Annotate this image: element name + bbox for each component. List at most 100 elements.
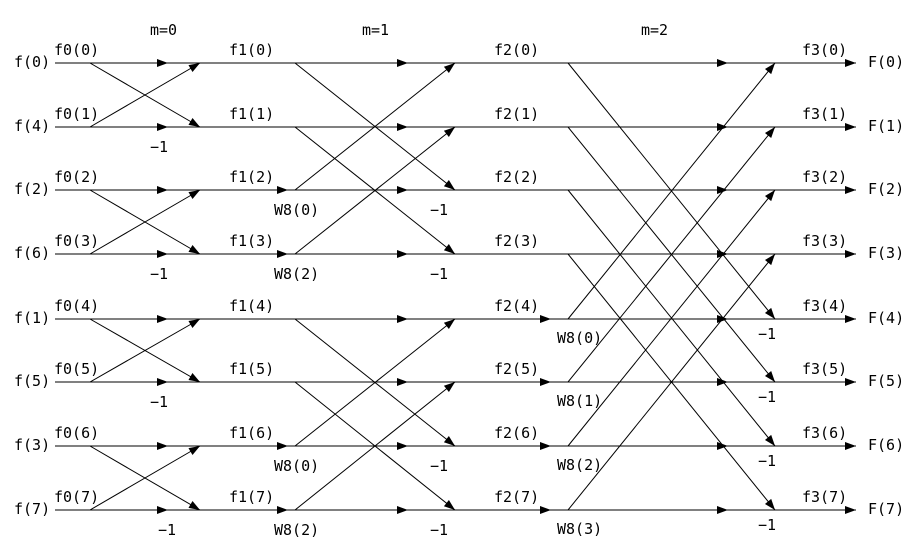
minus-one-label: −1 [758,388,777,406]
arrow-stage0-1 [157,123,168,131]
output-label: F(3) [868,244,905,262]
f1-label: f1(4) [229,297,275,315]
cross-arrow-stage2-2 [764,434,775,446]
arrow-stage1-5 [397,378,408,386]
f3-label: f3(3) [802,232,848,250]
cross-arrow-stage2-3 [764,498,775,510]
arrow-stage2-7 [717,506,728,514]
cross-stage2-4 [567,62,776,320]
arrow-stage2-0 [717,59,728,67]
f3-label: f3(2) [802,168,848,186]
cross-arrow-stage1-5 [443,500,455,510]
cross-arrow-stage1-6 [443,319,455,329]
f1-label: f1(5) [229,360,275,378]
twiddle-label: W8(0) [274,201,320,219]
f3-label: f3(7) [802,488,848,506]
input-label: f(0) [14,53,51,71]
minus-one-label: −1 [430,265,449,283]
arrow-output-7 [845,506,856,514]
minus-one-label: −1 [150,265,169,283]
f3-label: f3(4) [802,297,848,315]
minus-one-label: −1 [758,325,777,343]
twiddle-label: W8(2) [557,456,603,474]
f3-label: f3(0) [802,41,848,59]
arrow-stage0-4 [157,315,168,323]
f1-label: f1(0) [229,41,275,59]
cross-arrow-stage0-1 [188,63,200,72]
f2-label: f2(4) [494,297,540,315]
f2-label: f2(5) [494,360,540,378]
f1-label: f1(2) [229,168,275,186]
cross-stage1-6 [294,318,456,447]
twiddle-label: W8(0) [274,457,320,475]
cross-arrow-stage2-0 [764,307,775,319]
input-label: f(5) [14,372,51,390]
cross-arrow-stage1-2 [443,63,455,73]
input-label: f(1) [14,309,51,327]
arrow-stage1-6 [397,442,408,450]
f3-label: f3(5) [802,360,848,378]
arrow-output-5 [845,378,856,386]
cross-stage1-2 [294,62,456,191]
twiddle-arrow-stage1-6 [277,442,288,450]
stage-label-m0: m=0 [150,21,178,39]
arrow-stage0-6 [157,442,168,450]
f2-label: f2(1) [494,105,540,123]
cross-stage1-7 [294,381,456,511]
twiddle-label: W8(0) [557,329,603,347]
f0-label: f0(0) [54,41,100,59]
minus-one-label: −1 [150,393,169,411]
cross-arrow-stage0-2 [188,245,200,254]
cross-stage2-5 [567,126,776,383]
arrow-stage1-4 [397,315,408,323]
input-label: f(2) [14,180,51,198]
arrow-stage0-3 [157,250,168,258]
cross-arrow-stage1-4 [443,436,455,446]
twiddle-arrow-stage2-4 [540,315,551,323]
cross-stage2-6 [567,189,776,447]
arrow-output-4 [845,315,856,323]
f0-label: f0(4) [54,297,100,315]
minus-one-label: −1 [758,516,777,534]
minus-one-label: −1 [758,452,777,470]
minus-one-label: −1 [430,457,449,475]
arrow-stage2-2 [717,186,728,194]
output-label: F(0) [868,53,905,71]
arrow-stage1-0 [397,59,408,67]
stage-label-m2: m=2 [641,21,669,39]
twiddle-arrow-stage2-6 [540,442,551,450]
arrow-stage0-0 [157,59,168,67]
cross-arrow-stage0-5 [188,319,200,328]
cross-stage0-5 [89,318,201,383]
arrow-output-6 [845,442,856,450]
output-label: F(4) [868,309,905,327]
minus-one-label: −1 [430,521,449,539]
cross-arrow-stage1-0 [443,180,455,190]
twiddle-arrow-stage1-2 [277,186,288,194]
f3-label: f3(6) [802,424,848,442]
arrow-stage1-2 [397,186,408,194]
arrow-output-0 [845,59,856,67]
arrow-stage0-7 [157,506,168,514]
stage-label-m1: m=1 [362,21,390,39]
f2-label: f2(3) [494,232,540,250]
cross-arrow-stage0-6 [188,501,200,510]
twiddle-label: W8(2) [274,265,320,283]
cross-arrow-stage1-1 [443,244,455,254]
minus-one-label: −1 [430,201,449,219]
f1-label: f1(7) [229,488,275,506]
twiddle-arrow-stage2-5 [540,378,551,386]
output-label: F(5) [868,372,905,390]
arrow-stage2-1 [717,123,728,131]
twiddle-arrow-stage1-3 [277,250,288,258]
cross-arrow-stage1-7 [443,382,455,392]
f0-label: f0(1) [54,105,100,123]
output-label: F(6) [868,436,905,454]
f2-label: f2(6) [494,424,540,442]
cross-arrow-stage2-4 [764,63,775,75]
arrow-stage0-2 [157,186,168,194]
cross-arrow-stage2-6 [764,190,775,202]
f0-label: f0(5) [54,360,100,378]
cross-arrow-stage0-0 [188,118,200,127]
